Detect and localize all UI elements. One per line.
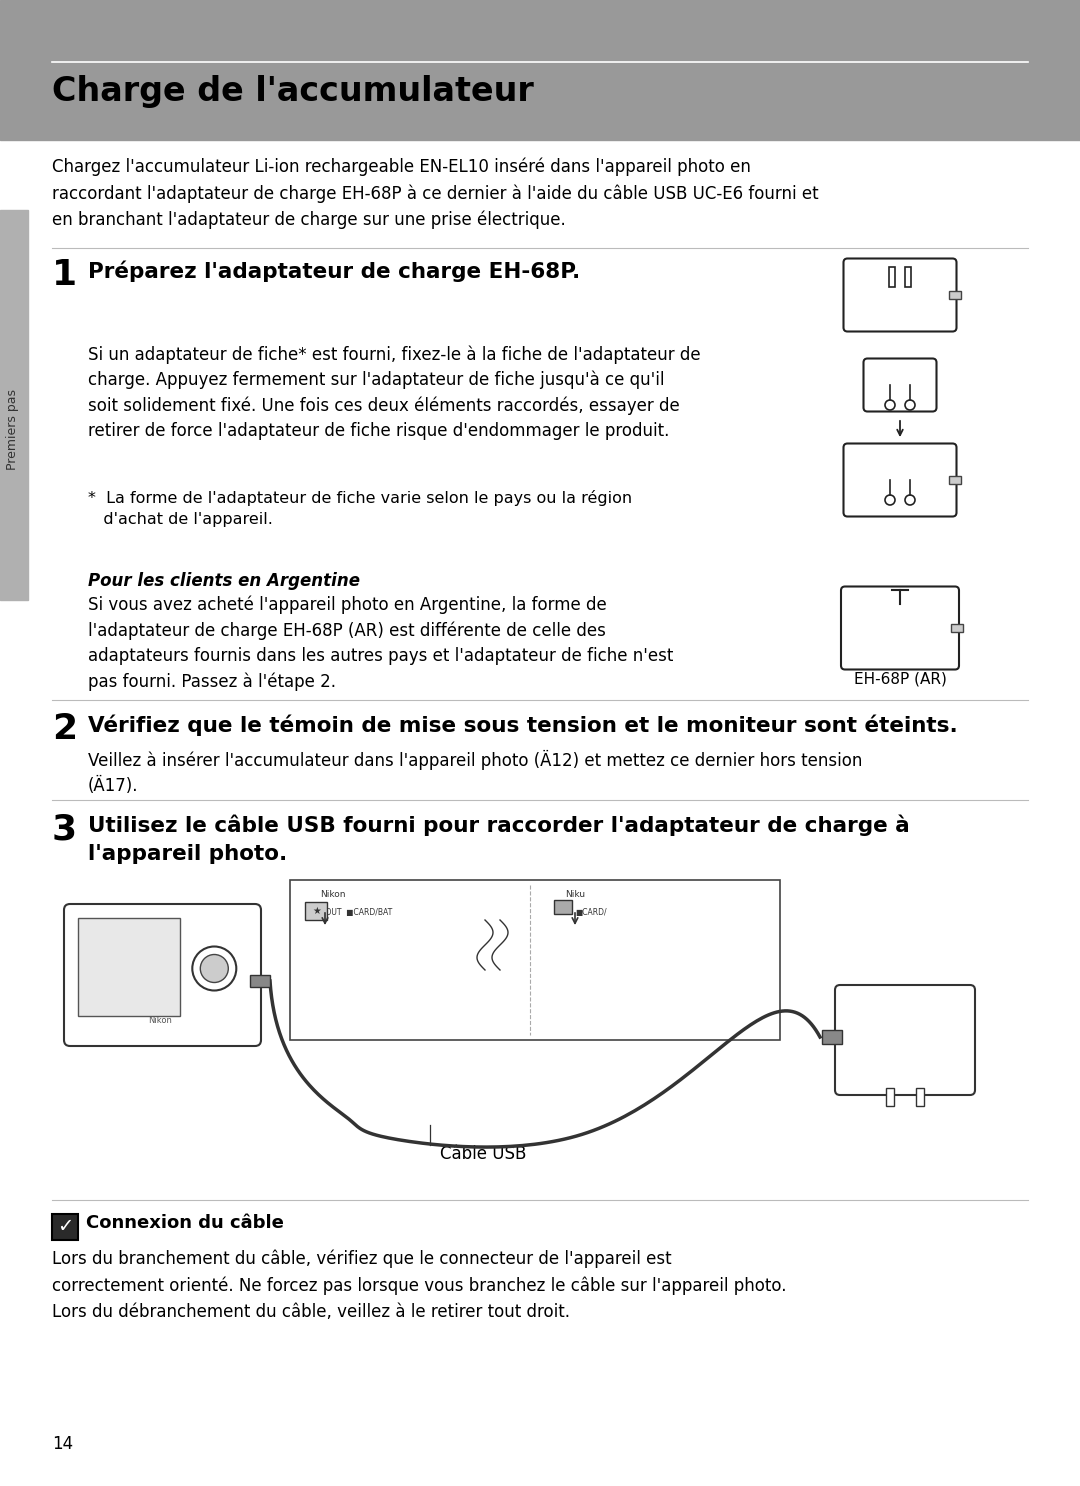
FancyBboxPatch shape <box>864 358 936 412</box>
Bar <box>916 1088 924 1106</box>
Bar <box>905 267 912 287</box>
Text: Connexion du câble: Connexion du câble <box>86 1214 284 1232</box>
Bar <box>554 901 572 914</box>
Text: 14: 14 <box>52 1435 73 1453</box>
Text: Charge de l'accumulateur: Charge de l'accumulateur <box>52 74 534 108</box>
Circle shape <box>905 495 915 505</box>
FancyBboxPatch shape <box>64 903 261 1046</box>
Text: EH-68P (AR): EH-68P (AR) <box>853 672 946 687</box>
Text: Lors du branchement du câble, vérifiez que le connecteur de l'appareil est
corre: Lors du branchement du câble, vérifiez q… <box>52 1250 786 1321</box>
FancyBboxPatch shape <box>291 880 780 1040</box>
Text: Câble USB: Câble USB <box>440 1146 526 1164</box>
Text: Si vous avez acheté l'appareil photo en Argentine, la forme de
l'adaptateur de c: Si vous avez acheté l'appareil photo en … <box>87 596 673 691</box>
Bar <box>305 902 327 920</box>
Bar <box>0 0 1080 140</box>
Circle shape <box>885 495 895 505</box>
Text: Nikon: Nikon <box>320 890 346 899</box>
Text: Veillez à insérer l'accumulateur dans l'appareil photo (Ä12) et mettez ce dernie: Veillez à insérer l'accumulateur dans l'… <box>87 750 862 795</box>
Bar <box>822 1030 842 1045</box>
Text: 2: 2 <box>52 712 77 746</box>
Bar <box>78 918 179 1015</box>
Text: *  La forme de l'adaptateur de fiche varie selon le pays ou la région
   d'achat: * La forme de l'adaptateur de fiche vari… <box>87 490 632 528</box>
Circle shape <box>200 954 228 982</box>
Text: A/V OUT  ■CARD/BAT: A/V OUT ■CARD/BAT <box>310 908 392 917</box>
Bar <box>949 291 961 299</box>
FancyBboxPatch shape <box>835 985 975 1095</box>
FancyBboxPatch shape <box>843 259 957 331</box>
Circle shape <box>885 400 895 410</box>
Text: Chargez l'accumulateur Li-ion rechargeable EN-EL10 inséré dans l'appareil photo : Chargez l'accumulateur Li-ion rechargeab… <box>52 158 819 229</box>
Bar <box>886 1088 894 1106</box>
FancyBboxPatch shape <box>841 587 959 670</box>
Text: 3: 3 <box>52 811 77 846</box>
Bar <box>52 1214 78 1239</box>
Text: ✓: ✓ <box>57 1217 73 1236</box>
Text: Si un adaptateur de fiche* est fourni, fixez-le à la fiche de l'adaptateur de
ch: Si un adaptateur de fiche* est fourni, f… <box>87 345 701 440</box>
Text: Pour les clients en Argentine: Pour les clients en Argentine <box>87 572 360 590</box>
Bar <box>949 476 961 484</box>
Bar <box>0 210 28 600</box>
Bar <box>889 267 895 287</box>
Text: Nikon: Nikon <box>148 1016 172 1025</box>
Text: Premiers pas: Premiers pas <box>6 389 19 471</box>
Text: Préparez l'adaptateur de charge EH-68P.: Préparez l'adaptateur de charge EH-68P. <box>87 260 580 281</box>
Bar <box>951 624 963 632</box>
Text: Vérifiez que le témoin de mise sous tension et le moniteur sont éteints.: Vérifiez que le témoin de mise sous tens… <box>87 713 958 736</box>
Bar <box>249 975 270 987</box>
Text: 1: 1 <box>52 259 77 293</box>
Circle shape <box>905 400 915 410</box>
Text: ■CARD/: ■CARD/ <box>575 908 607 917</box>
Text: Niku: Niku <box>565 890 585 899</box>
FancyBboxPatch shape <box>843 443 957 517</box>
Circle shape <box>192 947 237 991</box>
Text: ★: ★ <box>312 906 322 915</box>
Text: Utilisez le câble USB fourni pour raccorder l'adaptateur de charge à
l'appareil : Utilisez le câble USB fourni pour raccor… <box>87 814 909 863</box>
